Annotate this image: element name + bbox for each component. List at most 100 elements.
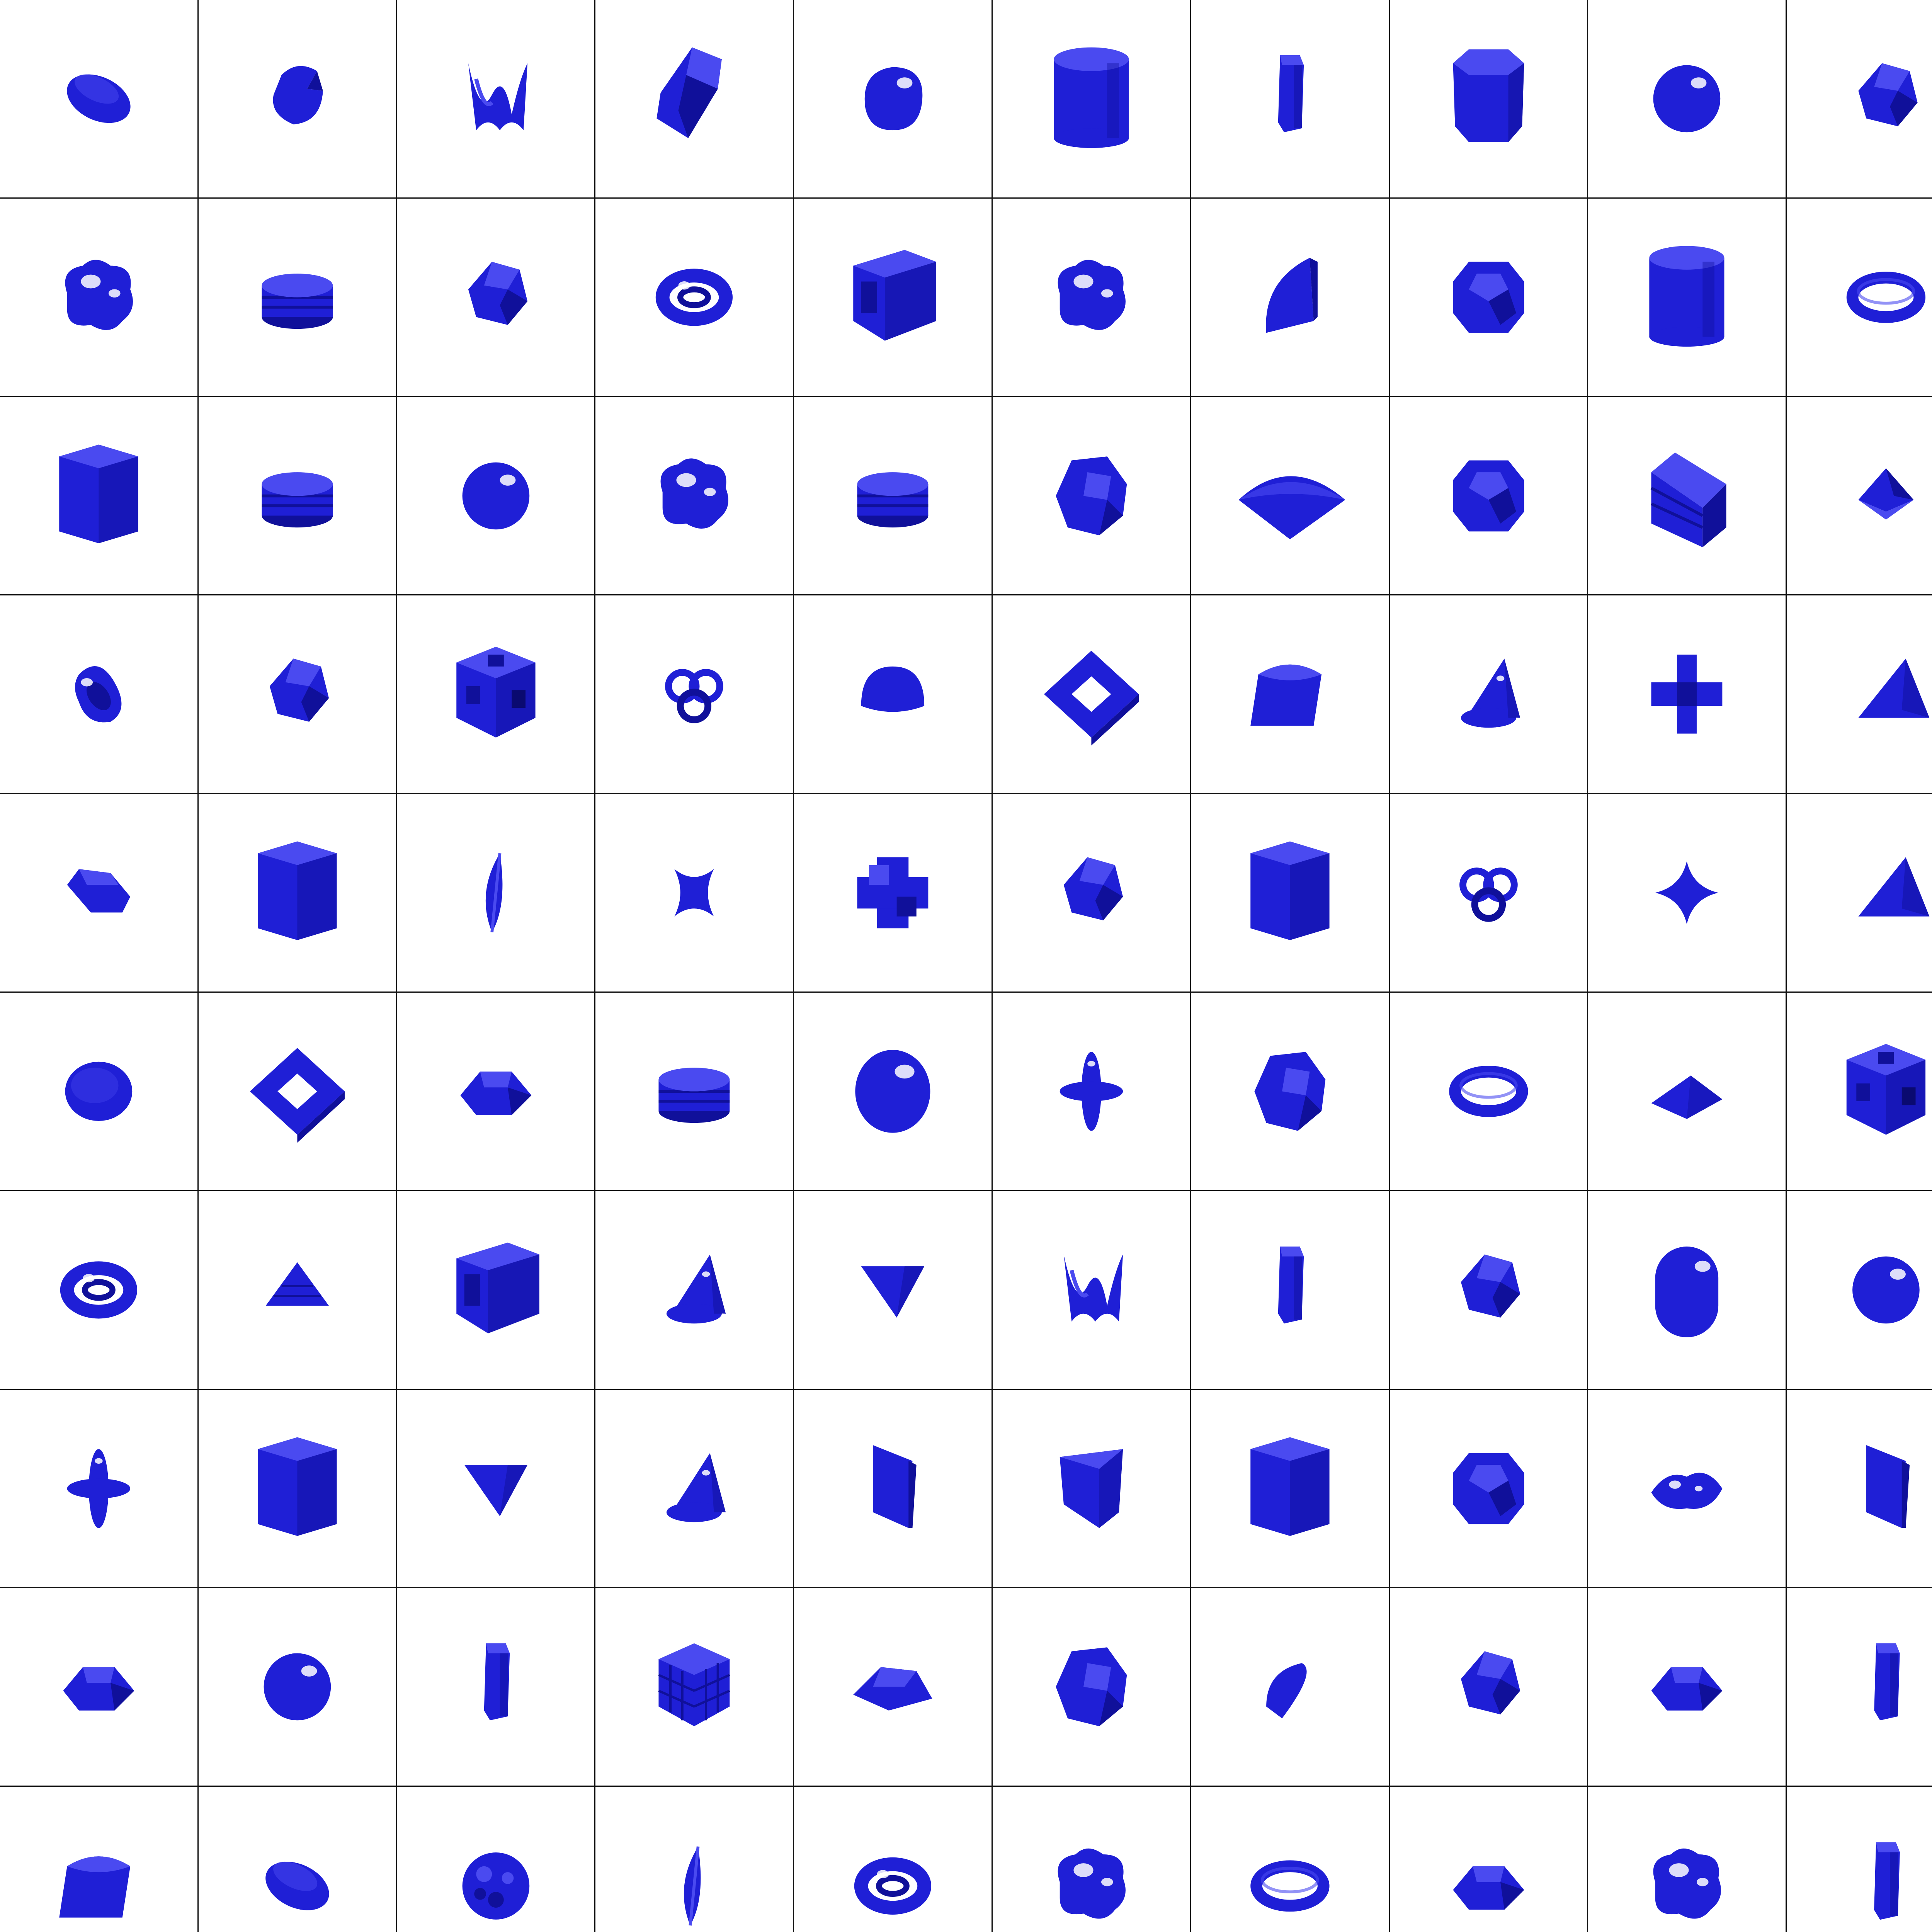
tetrahedron-icon xyxy=(1858,857,1930,917)
triangular-prism-icon xyxy=(1060,1449,1123,1528)
cone-icon xyxy=(667,1254,726,1324)
grid-cell xyxy=(1588,397,1787,596)
grid-cell xyxy=(1389,1588,1588,1787)
stacked-discs-icon xyxy=(857,472,929,527)
twisted-ribbon-icon xyxy=(485,853,503,933)
cylinder-icon xyxy=(1054,47,1129,148)
hexagonal-prism-icon xyxy=(656,47,722,138)
grid-cell xyxy=(794,397,993,596)
hollow-cube-icon xyxy=(853,250,936,341)
cross-cluster-icon xyxy=(857,857,929,929)
grid-cell xyxy=(1588,198,1787,397)
truncated-polyhedron-icon xyxy=(1453,1453,1524,1524)
polyhedron-icon xyxy=(1461,1651,1520,1715)
grid-cell xyxy=(595,397,794,596)
polyhedron-icon xyxy=(1461,1254,1520,1318)
grid-cell xyxy=(1588,1787,1787,1932)
grid-cell xyxy=(397,992,596,1191)
grid-cell xyxy=(595,198,794,397)
slab-prism-icon xyxy=(873,1445,917,1528)
square-frame-icon xyxy=(1044,651,1139,746)
menger-cube-icon xyxy=(456,647,536,738)
grid-cell xyxy=(595,1787,794,1932)
grid-cell xyxy=(0,198,199,397)
thin-prism-icon xyxy=(1278,1246,1304,1324)
polyhedron-icon xyxy=(468,262,527,325)
grid-cell xyxy=(992,1191,1191,1390)
ellipse-disc-icon xyxy=(265,1862,329,1910)
inverted-pyramid-icon xyxy=(861,1266,925,1318)
grid-cell xyxy=(397,1787,596,1932)
grid-cell xyxy=(992,794,1191,993)
cube-icon xyxy=(1250,1437,1330,1536)
plus-cross-icon xyxy=(67,1449,131,1528)
grid-cell xyxy=(794,595,993,794)
trefoil-knot-icon xyxy=(665,669,724,724)
trefoil-knot-icon xyxy=(1459,867,1518,922)
sphere-icon xyxy=(1852,1256,1920,1324)
grid-cell xyxy=(794,992,993,1191)
flat-octagon-icon xyxy=(67,869,131,913)
grid-cell xyxy=(0,1191,199,1390)
sphere-icon xyxy=(462,462,529,529)
grid-cell xyxy=(794,794,993,993)
grid-cell xyxy=(198,198,397,397)
grid-cell xyxy=(1191,595,1390,794)
grid-cell xyxy=(397,0,596,199)
grid-cell xyxy=(992,198,1191,397)
grid-cell xyxy=(1389,595,1588,794)
grid-cell xyxy=(1389,397,1588,596)
grid-cell xyxy=(0,0,199,199)
grid-cell xyxy=(1787,0,1932,199)
thin-prism-icon xyxy=(484,1643,510,1721)
grid-cell xyxy=(1787,1787,1932,1932)
grid-cell xyxy=(198,1588,397,1787)
cube-icon xyxy=(258,1437,337,1536)
grid-cell xyxy=(794,1191,993,1390)
grid-cell xyxy=(1191,0,1390,199)
square-frame-icon xyxy=(250,1048,345,1143)
plus-cross-icon xyxy=(1060,1052,1123,1131)
ring-torus-icon xyxy=(1846,271,1926,323)
grid-cell xyxy=(1588,595,1787,794)
grid-cell xyxy=(397,397,596,596)
grid-cell xyxy=(794,1787,993,1932)
grid-cell xyxy=(1787,397,1932,596)
bumpy-blob-icon xyxy=(1058,1849,1126,1919)
grid-cell xyxy=(1787,1389,1932,1588)
grid-cell xyxy=(0,595,199,794)
grid-cell xyxy=(1191,1389,1390,1588)
tetrahedron-icon xyxy=(1858,658,1930,718)
faceted-gem-icon xyxy=(1651,1667,1723,1711)
stacked-discs-icon xyxy=(262,472,333,527)
twisted-torus-icon xyxy=(75,666,122,723)
wavy-disc-icon xyxy=(1651,1473,1723,1509)
grid-cell xyxy=(992,0,1191,199)
grid-cell xyxy=(595,595,794,794)
bumpy-blob-icon xyxy=(65,260,133,330)
grid-cell xyxy=(1787,198,1932,397)
grid-cell xyxy=(1787,1588,1932,1787)
grid-cell xyxy=(992,595,1191,794)
bumpy-blob-icon xyxy=(1058,260,1126,330)
twisted-ribbon-icon xyxy=(684,1846,701,1926)
polyhedron-icon xyxy=(269,658,329,722)
rubik-cube-icon xyxy=(658,1643,730,1726)
grid-cell xyxy=(1191,794,1390,993)
grid-cell xyxy=(992,1389,1191,1588)
grid-cell xyxy=(595,992,794,1191)
hemisphere-icon xyxy=(861,667,925,712)
sphere-icon xyxy=(264,1653,331,1721)
four-point-star-icon xyxy=(1655,861,1719,925)
bumpy-blob-icon xyxy=(660,458,729,529)
inverted-pyramid-icon xyxy=(464,1464,527,1516)
torus-knot-icon xyxy=(60,1261,138,1319)
grid-cell xyxy=(397,1588,596,1787)
grid-cell xyxy=(1191,1588,1390,1787)
octagonal-prism-icon xyxy=(1453,49,1524,142)
grid-cell xyxy=(1588,992,1787,1191)
grid-cell xyxy=(397,595,596,794)
blob-icon xyxy=(864,67,923,131)
spherical-lens-icon xyxy=(1238,476,1345,539)
